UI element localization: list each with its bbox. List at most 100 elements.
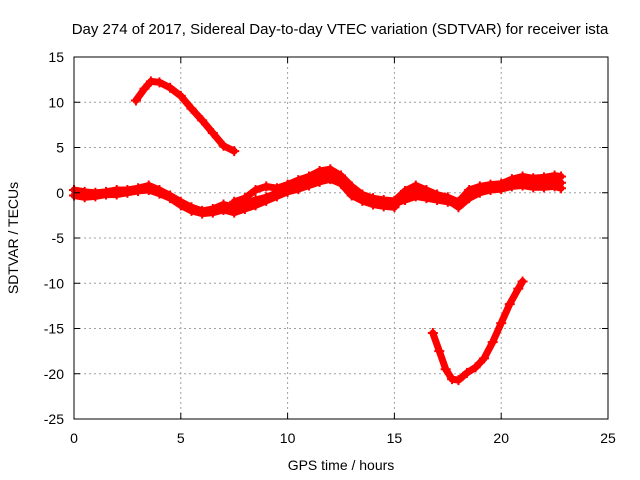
x-tick-label: 10: [280, 430, 296, 446]
data-point: [165, 82, 176, 93]
x-tick-label: 15: [387, 430, 403, 446]
data-point: [389, 195, 400, 206]
series-line: [132, 77, 238, 155]
data-point: [346, 181, 357, 192]
data-point: [143, 185, 154, 196]
y-tick-label: -15: [44, 321, 64, 337]
data-point: [528, 182, 539, 193]
data-point: [293, 175, 304, 186]
data-point: [346, 190, 357, 201]
data-point: [504, 299, 515, 310]
x-axis-label: GPS time / hours: [288, 457, 395, 473]
data-point: [175, 200, 186, 211]
data-point: [218, 140, 229, 151]
data-point: [261, 195, 272, 206]
data-point: [462, 367, 473, 378]
series-main-band-C: [229, 164, 567, 207]
data-point: [506, 174, 517, 185]
data-point: [133, 185, 144, 196]
data-point: [293, 184, 304, 195]
data-point: [336, 170, 346, 181]
data-point: [325, 164, 336, 175]
data-point: [154, 188, 165, 199]
data-point: [303, 171, 314, 182]
data-point: [122, 187, 133, 198]
axis-ticks: 0 5 10 15 20 25 15 10 5 0 -5 -10 -15 -20 -25: [44, 49, 616, 446]
data-point: [197, 208, 208, 219]
data-point: [303, 180, 314, 191]
data-point: [186, 103, 197, 114]
data-point: [139, 83, 150, 94]
data-point: [538, 182, 549, 193]
data-point: [261, 181, 272, 192]
data-point: [538, 172, 549, 183]
data-point: [474, 181, 485, 192]
data-point: [470, 362, 481, 373]
data-point: [479, 353, 490, 364]
data-point: [90, 191, 101, 202]
series-lower-arc: [427, 276, 528, 386]
data-point: [186, 205, 197, 216]
data-point: [314, 166, 325, 177]
x-tick-label: 5: [177, 430, 185, 446]
data-point: [239, 204, 250, 215]
data-point: [165, 193, 176, 204]
data-point: [282, 179, 293, 190]
y-tick-label: -25: [44, 411, 64, 427]
data-point: [517, 276, 528, 287]
y-tick-label: 5: [56, 140, 64, 156]
y-tick-label: -20: [44, 366, 64, 382]
series-upper-arc: [130, 76, 240, 157]
data-point: [130, 95, 141, 106]
data-point: [175, 90, 186, 101]
chart-title: Day 274 of 2017, Sidereal Day-to-day VTE…: [72, 21, 609, 38]
data-point: [464, 185, 475, 196]
y-tick-label: 10: [48, 94, 64, 110]
y-tick-label: 0: [56, 185, 64, 201]
data-point: [427, 328, 438, 339]
data-point: [145, 76, 156, 87]
data-point: [432, 189, 443, 200]
y-tick-label: -5: [52, 230, 65, 246]
data-point: [250, 200, 261, 211]
data-point: [229, 196, 240, 207]
data-point: [556, 183, 567, 194]
data-point: [357, 189, 368, 200]
y-axis-label: SDTVAR / TECUs: [5, 182, 21, 294]
data-point: [496, 318, 507, 329]
data-point: [378, 194, 389, 205]
data-point: [207, 128, 218, 139]
data-point: [218, 204, 229, 215]
data-point: [229, 146, 240, 157]
data-point: [111, 189, 122, 200]
data-point: [325, 174, 336, 185]
data-point: [410, 180, 421, 191]
data-point: [528, 173, 539, 184]
data-point: [207, 207, 218, 218]
grid-lines: [74, 57, 608, 419]
data-point: [197, 115, 208, 126]
data-point: [517, 180, 528, 191]
data-point: [271, 183, 282, 194]
data-point: [440, 364, 451, 375]
x-tick-label: 25: [600, 430, 616, 446]
data-point: [229, 207, 240, 218]
y-tick-label: -10: [44, 275, 64, 291]
data-point: [79, 192, 90, 203]
y-tick-label: 15: [48, 49, 64, 65]
data-point: [453, 196, 464, 207]
data-point: [101, 189, 112, 200]
data-point: [400, 185, 411, 196]
data-series: [69, 76, 567, 386]
data-point: [517, 171, 528, 182]
data-point: [154, 77, 165, 88]
data-point: [442, 192, 453, 203]
data-point: [496, 178, 507, 189]
data-point: [421, 185, 432, 196]
data-point: [314, 176, 325, 187]
data-point: [513, 283, 524, 294]
x-tick-label: 20: [493, 430, 509, 446]
data-point: [549, 181, 560, 192]
data-point: [487, 337, 498, 348]
